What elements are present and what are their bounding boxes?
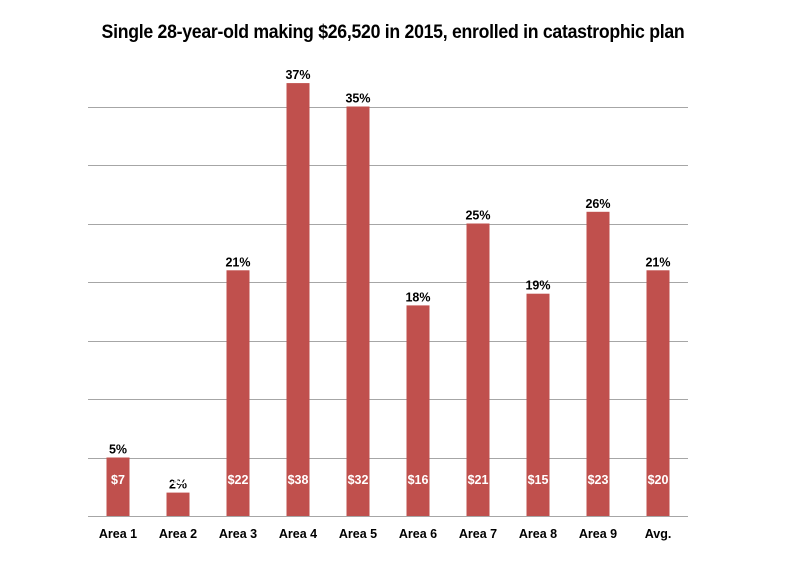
- percent-label: 18%: [405, 290, 430, 304]
- x-tick-label: Avg.: [645, 527, 672, 541]
- bars: [106, 83, 670, 517]
- bar: [226, 270, 250, 516]
- cost-label: $16: [408, 473, 429, 487]
- percent-label: 26%: [585, 197, 610, 211]
- cost-label: $20: [648, 473, 669, 487]
- x-tick-label: Area 7: [459, 527, 497, 541]
- percent-label: 35%: [345, 92, 370, 106]
- bar: [526, 293, 550, 516]
- percent-label: 25%: [465, 209, 490, 223]
- percent-label: 21%: [645, 255, 670, 269]
- cost-label: $21: [468, 473, 489, 487]
- x-tick-label: Area 1: [99, 527, 137, 541]
- data-labels: 5% $7 2%$2 21% $22 37% $38 35% $32 18% $16 25% $21 19…: [109, 68, 671, 492]
- cost-label: $7: [111, 473, 125, 487]
- cost-label: $15: [528, 473, 549, 487]
- x-axis-tick-labels: Area 1 Area 2 Area 3 Area 4 Area 5 Area 6 Area…: [99, 527, 671, 541]
- cost-label: $38: [288, 473, 309, 487]
- percent-label: 5%: [109, 443, 127, 457]
- percent-label: 21%: [225, 255, 250, 269]
- chart-title: Single 28-year-old making $26,520 in 201…: [101, 22, 685, 43]
- x-tick-label: Area 8: [519, 527, 557, 541]
- x-tick-label: Area 2: [159, 527, 197, 541]
- percent-label: 19%: [525, 279, 550, 293]
- bar: [646, 270, 670, 516]
- cost-label: $23: [588, 473, 609, 487]
- cost-label: $2: [171, 473, 185, 487]
- x-tick-label: Area 6: [399, 527, 437, 541]
- x-tick-label: Area 3: [219, 527, 257, 541]
- x-tick-label: Area 5: [339, 527, 377, 541]
- bar: [166, 492, 190, 516]
- bar: [406, 305, 430, 516]
- bar: [286, 83, 310, 516]
- bar: [106, 457, 130, 516]
- percent-label: 37%: [285, 68, 310, 82]
- cost-label: $22: [228, 473, 249, 487]
- bar: [466, 223, 490, 516]
- bar: [346, 106, 370, 516]
- percent-label: 2%: [169, 478, 187, 492]
- cost-label: $32: [348, 473, 369, 487]
- x-tick-label: Area 4: [279, 527, 317, 541]
- x-tick-label: Area 9: [579, 527, 617, 541]
- bar: [586, 211, 610, 517]
